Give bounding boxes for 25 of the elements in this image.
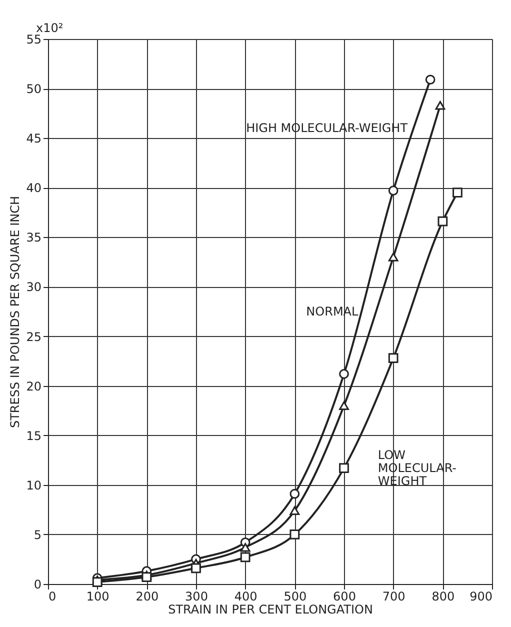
y-axis-title: STRESS IN POUNDS PER SQUARE INCH — [8, 196, 22, 428]
x-tick-label: 900 — [470, 590, 492, 604]
y-tick-label: 25 — [26, 330, 42, 344]
y-tick-label: 50 — [26, 82, 42, 96]
x-axis-title: STRAIN IN PER CENT ELONGATION — [168, 602, 373, 616]
x-tick-label: 700 — [382, 590, 406, 604]
x-tick-label: 500 — [284, 590, 307, 604]
y-tick-label: 45 — [26, 132, 42, 146]
x-tick-label: 600 — [333, 590, 356, 604]
x-tick-label: 800 — [432, 590, 455, 604]
x-tick-label: 400 — [234, 590, 258, 604]
x-tick-label: 100 — [86, 590, 110, 604]
y-tick-label: 10 — [26, 478, 42, 492]
y-tick-label: 15 — [26, 428, 42, 443]
y-tick-label: 5 — [34, 528, 42, 542]
y-tick-label: 20 — [26, 379, 42, 394]
y-tick-label: 40 — [26, 181, 42, 196]
y-tick-label: 30 — [26, 280, 42, 294]
y-tick-label: 35 — [26, 230, 42, 245]
text: x10² — [36, 21, 64, 35]
x-tick-label: 300 — [185, 590, 208, 604]
y-tick-label: 0 — [34, 578, 42, 592]
y-tick-label: 55 — [26, 32, 42, 46]
x-tick-label: 0 — [48, 590, 56, 604]
x-tick-label: 200 — [136, 590, 159, 604]
